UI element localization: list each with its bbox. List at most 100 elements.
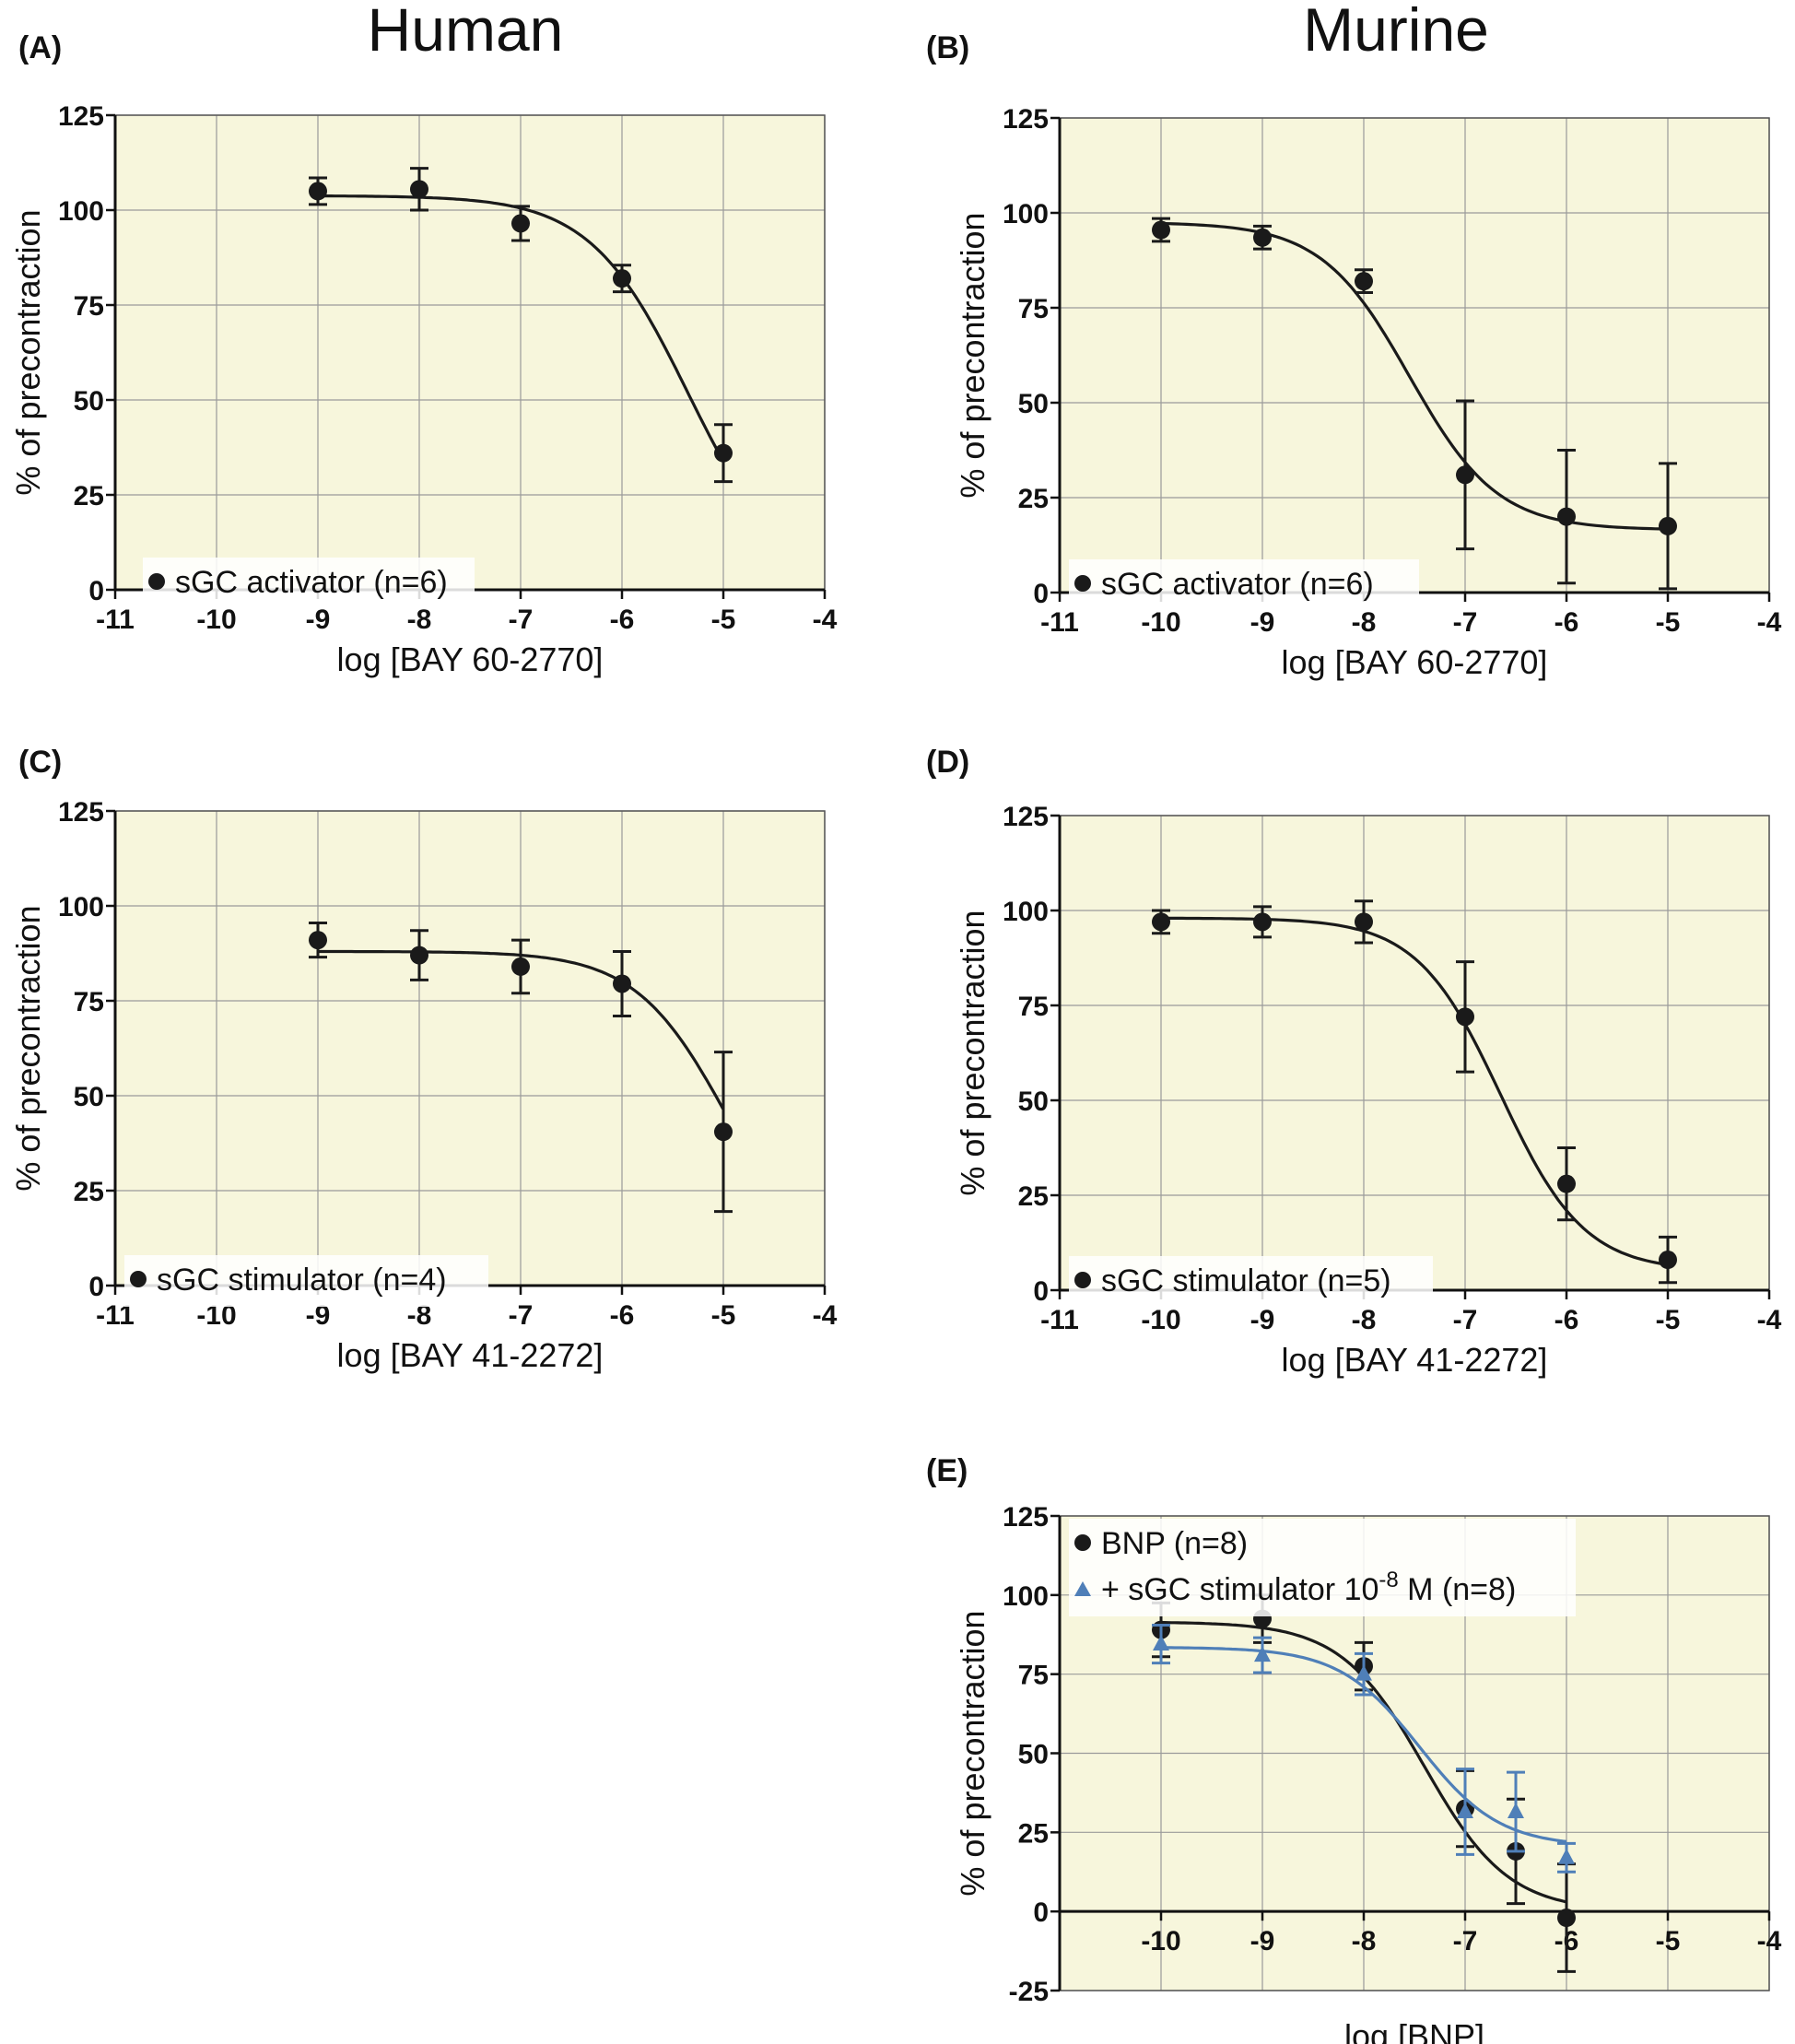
y-tick-label: -25 xyxy=(1009,1977,1049,2007)
legend: sGC stimulator (n=4) xyxy=(124,1255,488,1307)
x-tick-label: -6 xyxy=(610,1300,635,1331)
x-tick-label: -5 xyxy=(711,605,736,635)
x-axis-label: log [BAY 60-2770] xyxy=(337,640,604,678)
y-tick-label: 50 xyxy=(74,386,104,417)
data-point xyxy=(1659,516,1677,535)
x-tick-label: -4 xyxy=(1757,1305,1782,1335)
x-tick-label: -9 xyxy=(306,605,331,635)
legend-label: + sGC stimulator 10-8 M (n=8) xyxy=(1101,1568,1516,1607)
panel-label: (D) xyxy=(926,745,969,780)
legend-box xyxy=(124,1255,488,1307)
x-tick-label: -11 xyxy=(1040,1305,1079,1335)
series-1 xyxy=(309,167,733,484)
legend: BNP (n=8) + sGC stimulator 10-8 M (n=8) xyxy=(1069,1519,1576,1616)
x-tick-label: -4 xyxy=(813,1300,838,1331)
panel-b: (B) 0 25 50 75 100 125 -11 -10 -9 -8 -7 -6 -5 -4 log [B… xyxy=(926,30,1782,681)
data-point xyxy=(309,182,327,201)
x-axis-label: log [BNP] xyxy=(1344,2017,1484,2044)
y-tick-label: 75 xyxy=(1018,1661,1049,1691)
panel-label: (A) xyxy=(18,30,62,65)
data-point xyxy=(410,946,428,965)
y-tick-label: 50 xyxy=(74,1082,104,1112)
plot-background xyxy=(1060,118,1769,593)
y-tick-label: 75 xyxy=(1018,294,1049,324)
data-point-triangle xyxy=(1457,1803,1473,1819)
y-tick-label: 25 xyxy=(1018,1181,1049,1212)
data-point xyxy=(410,180,428,199)
x-tick-label: -10 xyxy=(1141,1926,1180,1956)
legend: sGC activator (n=6) xyxy=(143,558,475,609)
x-axis-label: log [BAY 60-2770] xyxy=(1282,643,1548,681)
data-point xyxy=(1659,1251,1677,1270)
fit-curve xyxy=(1161,916,1669,1266)
legend: sGC activator (n=6) xyxy=(1069,559,1419,611)
data-point-triangle xyxy=(1355,1664,1372,1681)
x-tick-label: -7 xyxy=(1453,1305,1478,1335)
x-tick-label: -7 xyxy=(1453,607,1478,638)
x-tick-label: -10 xyxy=(1141,1305,1180,1335)
x-tick-label: -10 xyxy=(196,605,236,635)
series-1 xyxy=(1152,217,1677,591)
y-tick-label: 125 xyxy=(1003,1502,1049,1533)
y-tick-label: 100 xyxy=(58,196,104,227)
x-tick-label: -5 xyxy=(1656,607,1681,638)
y-tick-label: 50 xyxy=(1018,389,1049,419)
data-point xyxy=(1557,1909,1576,1928)
y-tick-label: 0 xyxy=(1033,1276,1049,1307)
data-point xyxy=(1152,220,1170,240)
y-tick-label: 125 xyxy=(58,797,104,828)
panel-label: (B) xyxy=(926,30,969,65)
x-tick-label: -9 xyxy=(1250,1305,1275,1335)
y-tick-label: 0 xyxy=(88,1272,104,1302)
data-point xyxy=(1456,465,1474,485)
y-tick-label: 50 xyxy=(1018,1087,1049,1117)
x-tick-label: -10 xyxy=(1141,607,1180,638)
data-point xyxy=(309,931,327,950)
legend-label: sGC activator (n=6) xyxy=(175,565,448,600)
y-tick-label: 75 xyxy=(74,987,104,1017)
fit-curve xyxy=(1160,221,1669,531)
x-tick-label: -6 xyxy=(1554,1305,1579,1335)
x-tick-label: -4 xyxy=(1757,607,1782,638)
x-tick-label: -5 xyxy=(711,1300,736,1331)
data-point xyxy=(1557,507,1576,526)
y-axis-label: % of precontraction xyxy=(954,1610,991,1896)
x-tick-label: -9 xyxy=(1250,607,1275,638)
legend-marker xyxy=(130,1271,147,1287)
y-tick-label: 25 xyxy=(74,481,104,511)
x-tick-label: -9 xyxy=(1250,1926,1275,1956)
data-point xyxy=(714,1122,733,1142)
y-tick-label: 25 xyxy=(1018,484,1049,514)
legend-label: sGC stimulator (n=4) xyxy=(157,1263,447,1298)
legend-marker xyxy=(1074,575,1091,592)
legend-marker xyxy=(1074,1534,1091,1551)
data-point xyxy=(1253,912,1272,932)
panels: (A) 0 25 50 75 100 125 -11 -10 -9 -8 -7 -6 -5 -4 log [B… xyxy=(9,30,1782,2044)
x-tick-label: -5 xyxy=(1656,1305,1681,1335)
data-point xyxy=(1355,272,1373,291)
panel-label: (C) xyxy=(18,745,62,780)
data-point-triangle xyxy=(1254,1646,1271,1662)
x-tick-label: -4 xyxy=(813,605,838,635)
x-tick-label: -5 xyxy=(1656,1926,1681,1956)
legend: sGC stimulator (n=5) xyxy=(1069,1256,1433,1308)
data-point xyxy=(511,214,530,233)
legend-label-prefix: + sGC stimulator 10 xyxy=(1101,1572,1379,1607)
panel-d: (D) 0 25 50 75 100 125 -11 -10 -9 -8 -7 -6 -5 -4 log [B… xyxy=(926,745,1782,1379)
y-tick-label: 25 xyxy=(74,1177,104,1207)
x-tick-label: -11 xyxy=(96,605,135,635)
y-tick-label: 0 xyxy=(1033,1897,1049,1928)
data-point-triangle xyxy=(1558,1848,1575,1864)
x-axis-label: log [BAY 41-2272] xyxy=(337,1336,604,1374)
data-point xyxy=(1152,912,1170,932)
y-tick-label: 100 xyxy=(58,892,104,922)
data-point xyxy=(613,269,631,288)
column-heading-murine: Murine xyxy=(1303,0,1489,64)
y-tick-label: 100 xyxy=(1003,199,1049,229)
x-tick-label: -7 xyxy=(509,1300,534,1331)
plot-background xyxy=(115,115,825,590)
x-tick-label: -11 xyxy=(1040,607,1079,638)
y-tick-label: 0 xyxy=(88,576,104,606)
data-point xyxy=(1557,1174,1576,1193)
